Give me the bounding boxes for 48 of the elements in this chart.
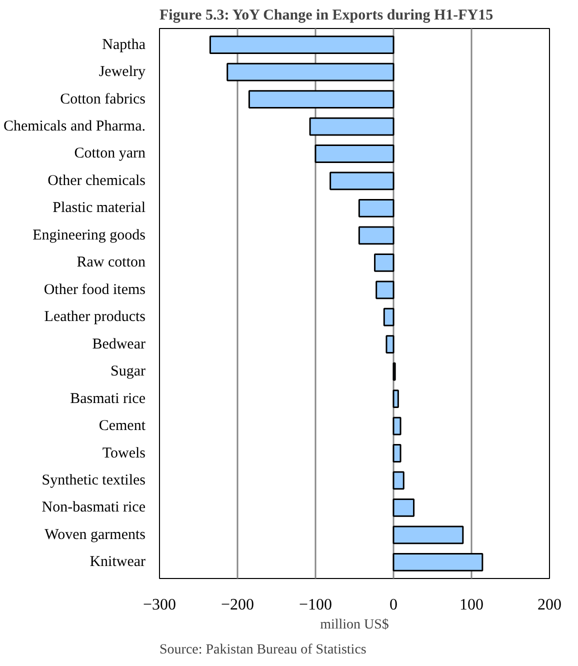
y-tick-label: Sugar xyxy=(110,364,146,380)
y-tick-label: Other chemicals xyxy=(48,172,146,189)
bar xyxy=(226,62,394,82)
bar xyxy=(358,199,394,218)
y-tick-label: Cotton fabrics xyxy=(60,91,146,108)
bar xyxy=(392,416,402,436)
y-tick-label: Engineering goods xyxy=(32,227,146,244)
bar xyxy=(314,144,394,163)
x-tick-label: 100 xyxy=(460,596,484,614)
bar xyxy=(330,172,394,190)
bar xyxy=(248,90,394,108)
y-tick-label: Raw cotton xyxy=(76,254,146,271)
chart-title: Figure 5.3: YoY Change in Exports during H1-FY15 xyxy=(160,8,494,24)
bar xyxy=(392,526,464,544)
x-tick-label: 200 xyxy=(538,596,562,614)
y-tick-label: Synthetic textiles xyxy=(42,472,146,488)
x-tick-label: −200 xyxy=(220,596,254,614)
bar xyxy=(386,335,394,354)
bar xyxy=(376,280,394,300)
y-tick-label: Bedwear xyxy=(92,336,146,352)
source-note: Source: Pakistan Bureau of Statistics xyxy=(160,642,366,658)
bar xyxy=(358,226,394,245)
y-tick-label: Towels xyxy=(102,445,146,462)
bar xyxy=(209,36,394,54)
bar xyxy=(309,117,394,136)
y-tick-label: Woven garments xyxy=(44,526,146,543)
y-tick-label: Cement xyxy=(98,418,146,434)
y-tick-label: Non-basmati rice xyxy=(42,500,146,516)
y-tick-label: Cotton yarn xyxy=(74,146,146,162)
bar xyxy=(392,390,399,408)
bar xyxy=(383,308,394,326)
x-tick-label: 0 xyxy=(390,596,398,614)
y-tick-label: Basmati rice xyxy=(70,390,146,407)
y-tick-label: Leather products xyxy=(44,309,146,326)
bar xyxy=(392,444,402,462)
y-tick-label: Jewelry xyxy=(98,64,146,80)
y-tick-label: Plastic material xyxy=(52,200,146,216)
y-tick-label: Knitwear xyxy=(90,554,146,570)
y-tick-label: Chemicals and Pharma. xyxy=(3,118,146,135)
x-tick-label: −300 xyxy=(142,596,176,614)
bar xyxy=(392,552,484,572)
x-tick-label: −100 xyxy=(298,596,332,614)
y-tick-label: Other food items xyxy=(44,282,146,298)
y-tick-label: Naptha xyxy=(102,36,146,53)
bar xyxy=(374,253,394,272)
x-axis-title: million US$ xyxy=(320,618,389,632)
bar xyxy=(392,471,404,490)
bar xyxy=(392,498,415,517)
